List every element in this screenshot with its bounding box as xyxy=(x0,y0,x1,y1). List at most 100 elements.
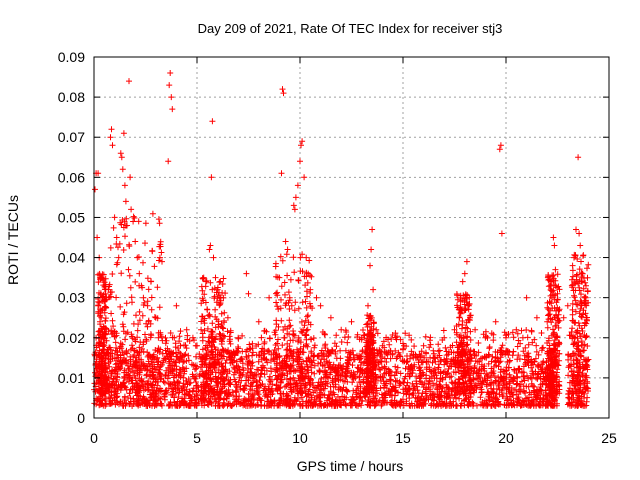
data-point xyxy=(551,373,557,380)
data-point xyxy=(282,383,288,390)
data-point xyxy=(97,321,104,328)
data-point xyxy=(156,257,162,264)
data-point xyxy=(183,358,190,364)
data-point xyxy=(366,315,373,322)
data-point xyxy=(363,370,370,377)
data-point xyxy=(481,397,488,404)
data-point xyxy=(496,146,503,153)
data-point xyxy=(578,325,585,332)
data-point xyxy=(448,379,455,386)
data-point xyxy=(567,332,574,339)
data-point xyxy=(408,348,415,355)
data-point xyxy=(427,388,434,395)
data-point xyxy=(345,349,352,356)
data-point xyxy=(580,342,586,348)
data-point xyxy=(152,314,159,321)
data-point xyxy=(489,353,496,360)
data-point xyxy=(299,299,306,306)
data-point xyxy=(459,375,466,382)
data-point xyxy=(162,356,169,363)
data-point xyxy=(568,368,575,375)
data-point xyxy=(145,358,152,365)
data-point xyxy=(453,339,460,346)
data-point xyxy=(551,402,558,409)
data-point xyxy=(522,361,529,367)
data-point xyxy=(278,283,285,290)
data-point xyxy=(377,358,384,365)
data-point xyxy=(344,378,351,385)
data-point xyxy=(530,387,537,394)
data-point xyxy=(144,367,151,374)
data-point xyxy=(423,375,430,382)
data-point xyxy=(242,382,248,389)
data-point xyxy=(314,382,321,389)
data-point xyxy=(408,362,415,369)
data-point xyxy=(122,198,129,205)
data-point xyxy=(413,380,420,387)
data-point xyxy=(173,302,180,309)
data-point xyxy=(297,158,303,165)
data-point xyxy=(281,334,288,341)
data-point xyxy=(209,320,216,327)
data-point xyxy=(406,332,413,339)
data-point xyxy=(537,387,544,394)
data-point xyxy=(204,306,211,313)
data-point xyxy=(266,335,273,342)
data-point xyxy=(218,310,225,317)
data-point xyxy=(335,393,341,400)
data-point xyxy=(483,353,490,360)
data-point xyxy=(177,328,184,335)
data-point xyxy=(553,333,560,340)
data-point xyxy=(149,210,156,217)
data-point xyxy=(298,328,305,335)
data-point xyxy=(96,402,103,409)
data-point xyxy=(118,270,125,277)
data-point xyxy=(504,395,511,401)
data-point xyxy=(449,385,456,392)
data-point xyxy=(140,259,146,266)
data-point xyxy=(255,391,262,398)
data-point xyxy=(573,328,580,335)
data-point xyxy=(258,370,265,377)
data-point xyxy=(311,362,318,369)
data-point xyxy=(143,338,150,344)
data-point xyxy=(583,314,590,321)
data-point xyxy=(247,345,254,352)
data-point xyxy=(106,283,112,290)
data-point xyxy=(302,298,309,305)
data-point xyxy=(550,326,556,333)
data-point xyxy=(138,282,145,289)
data-point xyxy=(295,277,302,284)
data-point xyxy=(211,344,218,351)
data-point xyxy=(355,393,361,400)
data-point xyxy=(179,364,186,371)
data-point xyxy=(309,305,316,312)
data-point xyxy=(581,347,588,354)
data-point xyxy=(532,355,539,362)
data-point xyxy=(274,303,281,310)
data-point xyxy=(95,170,102,177)
data-point xyxy=(506,371,513,378)
data-point xyxy=(414,387,421,394)
data-point xyxy=(296,363,302,370)
data-point xyxy=(360,378,367,385)
data-point xyxy=(480,331,487,338)
data-point xyxy=(223,395,230,402)
data-point xyxy=(218,352,224,359)
data-point xyxy=(107,244,114,251)
data-point xyxy=(378,354,385,361)
data-point xyxy=(418,401,425,408)
data-point xyxy=(133,389,140,396)
data-point xyxy=(462,307,469,313)
data-point xyxy=(552,312,559,319)
data-point xyxy=(419,379,425,386)
data-point xyxy=(431,375,438,382)
data-point xyxy=(461,397,467,404)
y-tick-label: 0.03 xyxy=(58,290,85,306)
data-point xyxy=(259,345,266,352)
data-point xyxy=(452,403,459,409)
data-point xyxy=(425,396,432,403)
data-point xyxy=(308,348,315,355)
data-point xyxy=(127,353,134,360)
data-point xyxy=(381,355,388,362)
